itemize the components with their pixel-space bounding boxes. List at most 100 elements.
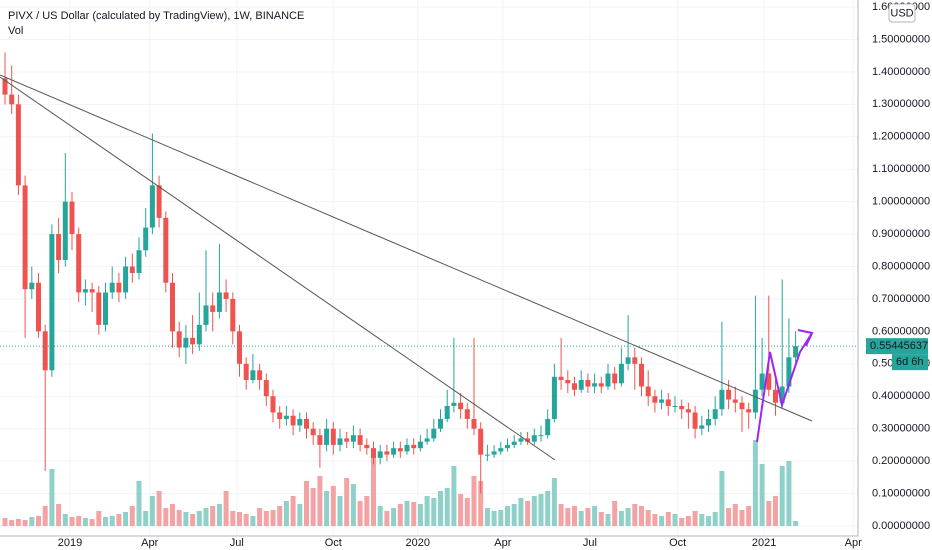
volume-bar	[36, 516, 41, 526]
candle-body	[679, 405, 685, 410]
volume-bar	[270, 510, 276, 526]
candle-body	[417, 441, 423, 449]
candle-body	[82, 289, 88, 293]
candle-body	[598, 383, 604, 387]
candle-body	[478, 428, 484, 455]
volume-bar	[545, 491, 551, 526]
volume-bar	[793, 521, 799, 526]
volume-bar	[618, 511, 624, 526]
candle-body	[2, 78, 8, 95]
volume-bar	[223, 491, 229, 526]
y-tick-label: 1.10000000	[872, 163, 930, 175]
candle-body	[578, 380, 584, 390]
candle-body	[773, 389, 778, 403]
volume-bar	[518, 498, 524, 526]
y-tick-label: 0.90000000	[872, 228, 930, 240]
candle-body	[498, 448, 504, 452]
last-price-box	[866, 338, 928, 355]
volume-bar	[726, 508, 732, 526]
volume-bar	[56, 504, 62, 526]
volume-bar	[297, 504, 303, 526]
volume-bar	[444, 488, 450, 526]
x-tick-label: Jul	[230, 537, 244, 549]
candle-body	[391, 448, 397, 455]
volume-bar	[82, 518, 88, 526]
volume-bar	[424, 496, 430, 526]
candle-body	[491, 451, 497, 455]
volume-bar	[290, 496, 296, 526]
volume-bar	[498, 510, 504, 526]
candle-body	[36, 282, 41, 332]
volume-bar	[652, 514, 658, 526]
volume-bar	[357, 501, 363, 526]
candle-body	[257, 370, 263, 381]
volume-label: Vol	[8, 25, 23, 37]
volume-bar	[263, 511, 269, 526]
countdown-label: 6d 6h	[896, 356, 924, 368]
volume-bar	[156, 491, 162, 526]
volume-bar	[76, 516, 82, 526]
candle-body	[706, 418, 711, 426]
candle-body	[538, 435, 544, 437]
candle-body	[518, 438, 524, 442]
last-price-label: 0.55445637	[870, 340, 928, 352]
candle-body	[605, 373, 611, 387]
candle-body	[69, 201, 75, 235]
volume-layer	[2, 440, 799, 526]
y-tick-label: 1.40000000	[872, 66, 930, 78]
volume-bar	[129, 506, 135, 526]
volume-bar	[384, 511, 390, 526]
volume-bar	[665, 512, 671, 526]
candle-body	[116, 282, 122, 293]
volume-bar	[15, 519, 21, 526]
candle-body	[49, 234, 55, 371]
candle-body	[659, 399, 665, 403]
candle-body	[156, 185, 162, 218]
volume-bar	[679, 518, 685, 526]
volume-bar	[565, 508, 571, 526]
candle-body	[444, 405, 450, 419]
candle-body	[377, 451, 383, 458]
currency-button[interactable]	[888, 3, 916, 23]
countdown-box	[892, 354, 928, 371]
candle-body	[223, 292, 229, 299]
volume-bar	[216, 504, 222, 526]
candle-body	[96, 292, 102, 325]
x-tick-label: Apr	[845, 537, 862, 549]
candle-body	[779, 386, 785, 403]
candle-body	[103, 292, 108, 325]
volume-bar	[578, 511, 584, 526]
y-tick-label: 0.80000000	[872, 260, 930, 272]
candle-body	[759, 373, 765, 390]
volume-bar	[685, 516, 691, 526]
y-tick-label: 1.30000000	[872, 98, 930, 110]
volume-bar	[277, 506, 283, 526]
arrow-path	[756, 332, 813, 443]
candle-body	[163, 217, 169, 283]
volume-bar	[592, 506, 598, 526]
volume-bar	[196, 511, 202, 526]
volume-bar	[203, 508, 209, 526]
volume-bar	[143, 511, 149, 526]
candle-body	[277, 412, 283, 419]
volume-bar	[464, 498, 470, 526]
y-tick-label: 0.00000000	[872, 520, 930, 532]
candle-body	[484, 454, 490, 456]
volume-bar	[438, 491, 443, 526]
volume-bar	[551, 478, 557, 526]
candle-body	[411, 444, 417, 449]
volume-bar	[491, 511, 497, 526]
y-tick-label: 0.30000000	[872, 423, 930, 435]
candle-body	[297, 418, 303, 426]
volume-bar	[176, 510, 182, 526]
candle-body	[438, 418, 443, 429]
candle-body	[330, 428, 336, 445]
volume-bar	[598, 512, 604, 526]
candle-body	[237, 331, 242, 364]
currency-label[interactable]: USD	[890, 7, 913, 19]
candle-body	[317, 435, 323, 445]
volume-bar	[89, 519, 95, 526]
candle-body	[76, 234, 82, 293]
volume-bar	[136, 481, 142, 526]
